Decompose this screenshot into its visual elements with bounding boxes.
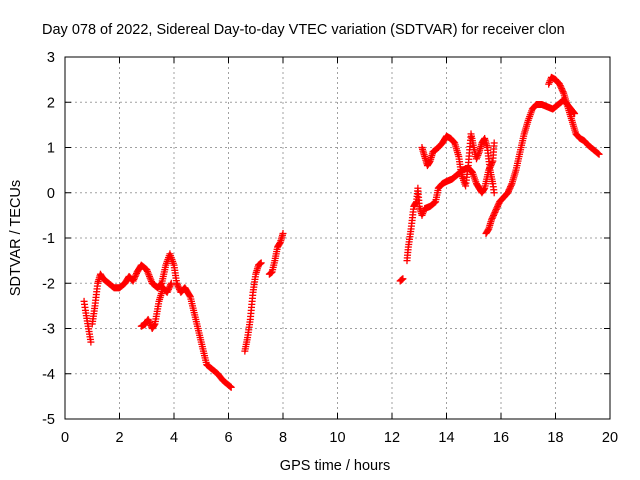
data-point-dense — [150, 321, 158, 329]
data-point-dense — [166, 282, 174, 290]
x-tick-label: 2 — [115, 430, 123, 446]
x-tick-label: 12 — [384, 430, 400, 446]
x-tick-label: 8 — [279, 430, 287, 446]
x-tick-label: 6 — [224, 430, 232, 446]
data-point — [492, 207, 500, 215]
data-point-dense — [145, 317, 153, 325]
y-axis-label: SDTVAR / TECUs — [8, 180, 24, 296]
data-point-dense — [491, 208, 499, 216]
data-point — [279, 229, 287, 237]
data-point-dense — [558, 86, 566, 94]
x-tick-label: 0 — [61, 430, 69, 446]
data-point-dense — [556, 82, 564, 90]
data-point — [144, 315, 152, 323]
plot-frame — [64, 56, 611, 420]
data-point-dense — [493, 204, 501, 212]
data-point-dense — [165, 285, 173, 293]
data-point-dense — [186, 292, 194, 300]
y-tick-label: -4 — [42, 367, 55, 383]
data-point-dense — [558, 85, 566, 93]
data-point-dense — [480, 185, 488, 193]
x-tick-label: 16 — [493, 430, 509, 446]
data-point-dense — [131, 272, 139, 280]
data-point — [87, 338, 95, 346]
data-point-dense — [489, 213, 497, 221]
data-point — [257, 259, 265, 267]
data-points — [80, 73, 603, 391]
x-tick-label: 14 — [438, 430, 454, 446]
y-tick-label: 0 — [47, 186, 55, 202]
x-axis-label: GPS time / hours — [280, 458, 390, 474]
y-tick-label: -2 — [42, 276, 55, 292]
x-tick-label: 4 — [170, 430, 178, 446]
data-point-dense — [175, 284, 183, 292]
data-point-dense — [507, 183, 515, 191]
data-point-dense — [157, 280, 165, 288]
chart-title: Day 078 of 2022, Sidereal Day-to-day VTE… — [42, 22, 565, 38]
data-point — [399, 275, 407, 283]
y-tick-label: -5 — [42, 412, 55, 428]
data-point-dense — [559, 88, 567, 96]
data-point — [556, 80, 564, 88]
y-tick-label: 1 — [47, 141, 55, 157]
data-point — [227, 383, 235, 391]
data-point-dense — [130, 274, 138, 282]
x-tick-label: 10 — [329, 430, 345, 446]
y-tick-label: 3 — [47, 50, 55, 66]
data-point-dense — [145, 318, 153, 326]
x-tick-label: 18 — [547, 430, 563, 446]
data-point-dense — [173, 281, 181, 289]
data-point-dense — [494, 202, 502, 210]
data-point — [167, 279, 175, 287]
data-point-dense — [490, 211, 498, 219]
data-point — [487, 216, 495, 224]
data-point-dense — [130, 275, 138, 283]
data-point — [571, 110, 579, 118]
data-point — [490, 139, 498, 147]
data-point-dense — [174, 282, 182, 290]
data-point-dense — [507, 181, 515, 189]
data-point — [504, 189, 512, 197]
data-point — [490, 189, 498, 197]
data-point-dense — [488, 214, 496, 222]
y-tick-label: 2 — [47, 95, 55, 111]
data-point-dense — [505, 186, 513, 194]
data-point-dense — [557, 83, 565, 91]
data-point-dense — [167, 281, 175, 289]
data-point-dense — [165, 284, 173, 292]
data-point-dense — [494, 201, 502, 209]
data-point — [163, 288, 171, 296]
data-point-dense — [506, 184, 514, 192]
y-tick-label: -1 — [42, 231, 55, 247]
data-point-dense — [164, 287, 172, 295]
data-point — [129, 277, 137, 285]
data-point-dense — [490, 210, 498, 218]
y-tick-label: -3 — [42, 322, 55, 338]
x-tick-label: 20 — [602, 430, 618, 446]
data-point-dense — [492, 205, 500, 213]
data-point-dense — [504, 187, 512, 195]
data-point — [595, 150, 603, 158]
data-point-dense — [132, 271, 140, 279]
